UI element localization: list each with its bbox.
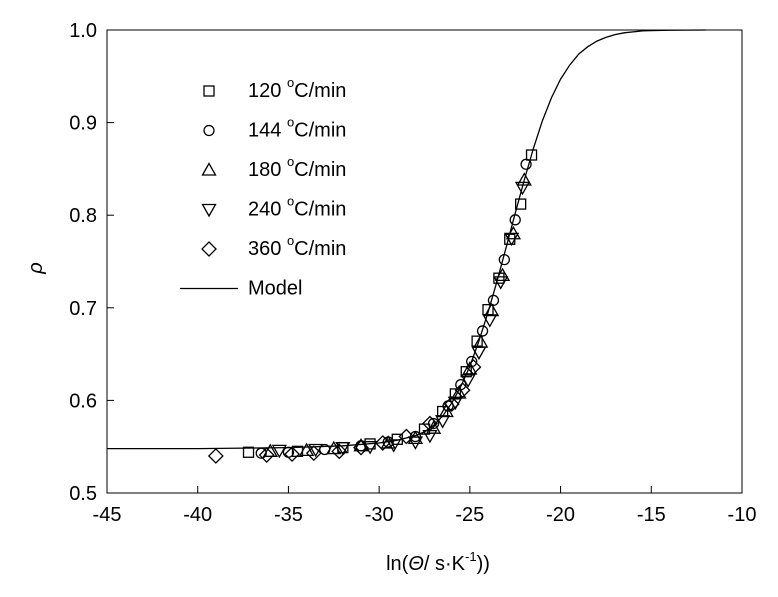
data-point: [262, 443, 278, 457]
legend-symbol: [203, 85, 215, 97]
data-point: [305, 445, 322, 462]
data-point: [516, 172, 532, 186]
plot-frame: [106, 29, 743, 494]
x-tick-label: -20: [546, 504, 575, 526]
data-point: [207, 448, 224, 464]
legend-label: 360 oC/min: [248, 233, 346, 260]
legend-symbol: [201, 162, 217, 176]
legend-label: Model: [248, 278, 302, 300]
legend-label: 144 oC/min: [248, 115, 346, 142]
legend-entry: 144 oC/min: [203, 115, 346, 142]
data-point: [422, 415, 438, 432]
data-point: [465, 359, 482, 375]
legend-symbol: [201, 203, 217, 218]
x-tick-label: -15: [637, 504, 666, 526]
data-point: [514, 181, 531, 196]
data-point: [407, 436, 424, 450]
legend-label: 240 oC/min: [248, 194, 346, 221]
x-tick-label: -10: [728, 504, 757, 526]
legend-entry: Model: [180, 278, 302, 300]
data-point: [308, 443, 324, 458]
data-point: [386, 439, 402, 453]
data-point: [331, 443, 348, 460]
x-tick-label: -30: [365, 504, 394, 526]
y-axis-title: ρ: [25, 262, 47, 274]
data-point: [509, 214, 521, 226]
x-tick-label: -40: [183, 504, 212, 526]
x-axis-title: ln(Θ/ s·K-1)): [386, 549, 490, 575]
data-point: [476, 325, 489, 337]
data-point: [515, 198, 527, 210]
data-point: [443, 396, 460, 413]
data-point: [362, 441, 378, 455]
legend: 120 oC/min 144 oC/min 180 oC/min 240 oC/min…: [180, 75, 346, 300]
data-point: [427, 417, 440, 430]
x-tick-label: -45: [93, 504, 122, 526]
y-tick-label: 0.8: [69, 205, 97, 227]
data-point: [462, 361, 478, 375]
y-tick-label: 0.6: [69, 390, 97, 412]
data-point: [258, 447, 275, 463]
data-point: [460, 374, 476, 388]
data-point: [451, 385, 467, 399]
data-point: [335, 441, 351, 456]
data-marks: [107, 29, 706, 464]
legend-entry: 360 oC/min: [201, 233, 346, 260]
series-4: [207, 359, 482, 464]
legend-entry: 240 oC/min: [201, 194, 346, 221]
data-point: [438, 403, 454, 418]
legend-symbol: [201, 241, 217, 257]
data-point: [271, 444, 287, 459]
data-point: [398, 428, 415, 445]
data-point: [520, 158, 532, 170]
data-point: [449, 388, 461, 400]
legend-label: 180 oC/min: [248, 154, 346, 181]
model-line: [107, 29, 706, 450]
legend-entry: 120 oC/min: [203, 75, 346, 102]
y-tick-label: 0.9: [69, 113, 97, 135]
axis-ticks: -45 -40 -35 -30 -25 -20 -15 -10 0.5 0.6 0.7 0.8 0.9 1…: [69, 20, 756, 526]
data-point: [471, 346, 487, 361]
y-tick-label: 1.0: [69, 20, 97, 42]
legend-entry: 180 oC/min: [201, 154, 346, 181]
y-tick-label: 0.5: [69, 483, 97, 505]
legend-symbol: [203, 124, 215, 137]
x-tick-label: -25: [455, 504, 484, 526]
legend-label: 120 oC/min: [248, 75, 346, 102]
data-point: [374, 435, 391, 451]
x-tick-label: -35: [274, 504, 303, 526]
data-point: [525, 149, 538, 161]
series-5: [107, 29, 706, 450]
data-point: [454, 382, 471, 399]
y-tick-label: 0.7: [69, 298, 97, 320]
series-3: [271, 181, 531, 459]
data-point: [493, 276, 509, 290]
data-point: [482, 314, 498, 328]
data-point: [242, 446, 255, 458]
data-point: [284, 446, 300, 463]
